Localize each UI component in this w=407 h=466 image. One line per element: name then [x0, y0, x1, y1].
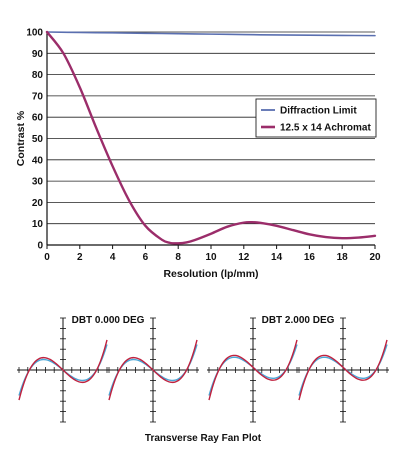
x-ticks: 0 2 4 6 8 10 12 14 16 18 20 [44, 245, 381, 263]
fan-group-label: DBT 2.000 DEG [262, 315, 335, 326]
ray-fan-panel [17, 317, 109, 423]
ray-fan-plots: DBT 0.000 DEG DBT 2.000 DEG Transverse Ray… [17, 315, 389, 444]
x-tick-label: 6 [143, 252, 149, 263]
y-tick-label: 40 [32, 155, 44, 166]
grid-lines: 0 10 20 30 40 50 60 70 80 90 100 [26, 28, 375, 252]
y-tick-label: 90 [32, 49, 44, 60]
y-tick-label: 70 [32, 91, 44, 102]
series-line-diffraction-limit [46, 31, 376, 37]
ray-fan-panel [207, 317, 299, 423]
x-tick-label: 4 [110, 252, 116, 263]
y-tick-label: 20 [32, 198, 44, 209]
x-tick-label: 0 [44, 252, 50, 263]
fan-curve-red [18, 339, 108, 401]
x-tick-label: 18 [337, 252, 349, 263]
x-tick-label: 20 [369, 252, 381, 263]
y-tick-label: 80 [32, 70, 44, 81]
fan-curve-red [208, 339, 298, 401]
x-tick-label: 8 [175, 252, 181, 263]
fan-plot-title: Transverse Ray Fan Plot [145, 433, 262, 444]
y-tick-label: 50 [32, 134, 44, 145]
ray-fan-panel [107, 317, 199, 423]
ray-fan-panel [297, 317, 389, 423]
series-line-12-5-x-14-achromat [45, 30, 377, 245]
x-tick-label: 14 [271, 252, 283, 263]
legend-label: Diffraction Limit [280, 106, 357, 117]
y-axis-title: Contrast % [15, 110, 27, 166]
fan-group-label: DBT 0.000 DEG [72, 315, 145, 326]
legend-box [255, 98, 377, 138]
x-tick-label: 16 [304, 252, 316, 263]
y-tick-label: 0 [37, 241, 43, 252]
y-tick-label: 60 [32, 113, 44, 124]
series-lines [45, 30, 377, 245]
legend: Diffraction Limit 12.5 x 14 Achromat [255, 98, 377, 138]
x-tick-label: 12 [238, 252, 250, 263]
fan-curve-red [298, 339, 388, 401]
x-axis-title: Resolution (lp/mm) [163, 268, 258, 280]
x-tick-label: 2 [77, 252, 83, 263]
fan-curve-red [108, 339, 198, 401]
legend-label: 12.5 x 14 Achromat [280, 123, 371, 134]
x-tick-label: 10 [205, 252, 217, 263]
y-tick-label: 100 [26, 28, 43, 39]
y-tick-label: 30 [32, 177, 44, 188]
y-tick-label: 10 [32, 219, 44, 230]
